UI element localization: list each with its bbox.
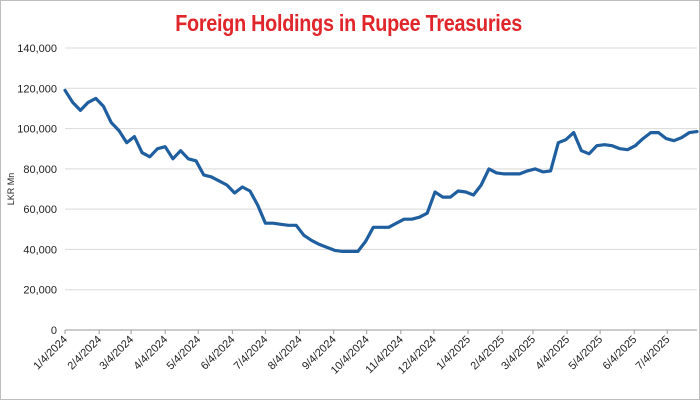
gridlines (65, 47, 697, 331)
x-tick-label: 3/4/2024 (97, 334, 136, 373)
x-tick-label: 3/4/2025 (499, 334, 538, 373)
x-tick-label: 7/4/2024 (232, 334, 271, 373)
x-tick-label: 5/4/2025 (566, 334, 605, 373)
x-axis-ticks: 1/4/20242/4/20243/4/20244/4/20245/4/2024… (31, 330, 672, 377)
x-tick-label: 1/4/2025 (434, 334, 473, 373)
y-tick-label: 20,000 (23, 285, 57, 297)
x-tick-label: 5/4/2024 (165, 334, 204, 373)
x-tick-label: 2/4/2024 (65, 334, 104, 373)
y-axis-label: LKR Mn (6, 173, 16, 206)
x-tick-label: 4/4/2025 (533, 334, 572, 373)
y-tick-label: 80,000 (23, 164, 57, 176)
y-tick-label: 40,000 (23, 244, 57, 256)
x-tick-label: 1/4/2024 (31, 334, 70, 373)
y-tick-label: 100,000 (17, 124, 57, 136)
y-tick-label: 60,000 (23, 204, 57, 216)
x-tick-label: 6/4/2025 (601, 334, 640, 373)
y-tick-label: 120,000 (17, 83, 57, 95)
y-axis-ticks: 0 20,000 40,000 60,000 80,000 100,000 120,000 1… (17, 43, 57, 337)
x-tick-label: 4/4/2024 (132, 334, 171, 373)
y-tick-label: 140,000 (17, 43, 57, 55)
chart-title: Foreign Holdings in Rupee Treasuries (175, 10, 523, 36)
x-tick-label: 7/4/2025 (634, 334, 673, 373)
x-tick-label: 8/4/2024 (266, 334, 305, 373)
x-tick-label: 6/4/2024 (199, 334, 238, 373)
series-line (63, 88, 699, 253)
y-tick-label: 0 (51, 325, 57, 337)
